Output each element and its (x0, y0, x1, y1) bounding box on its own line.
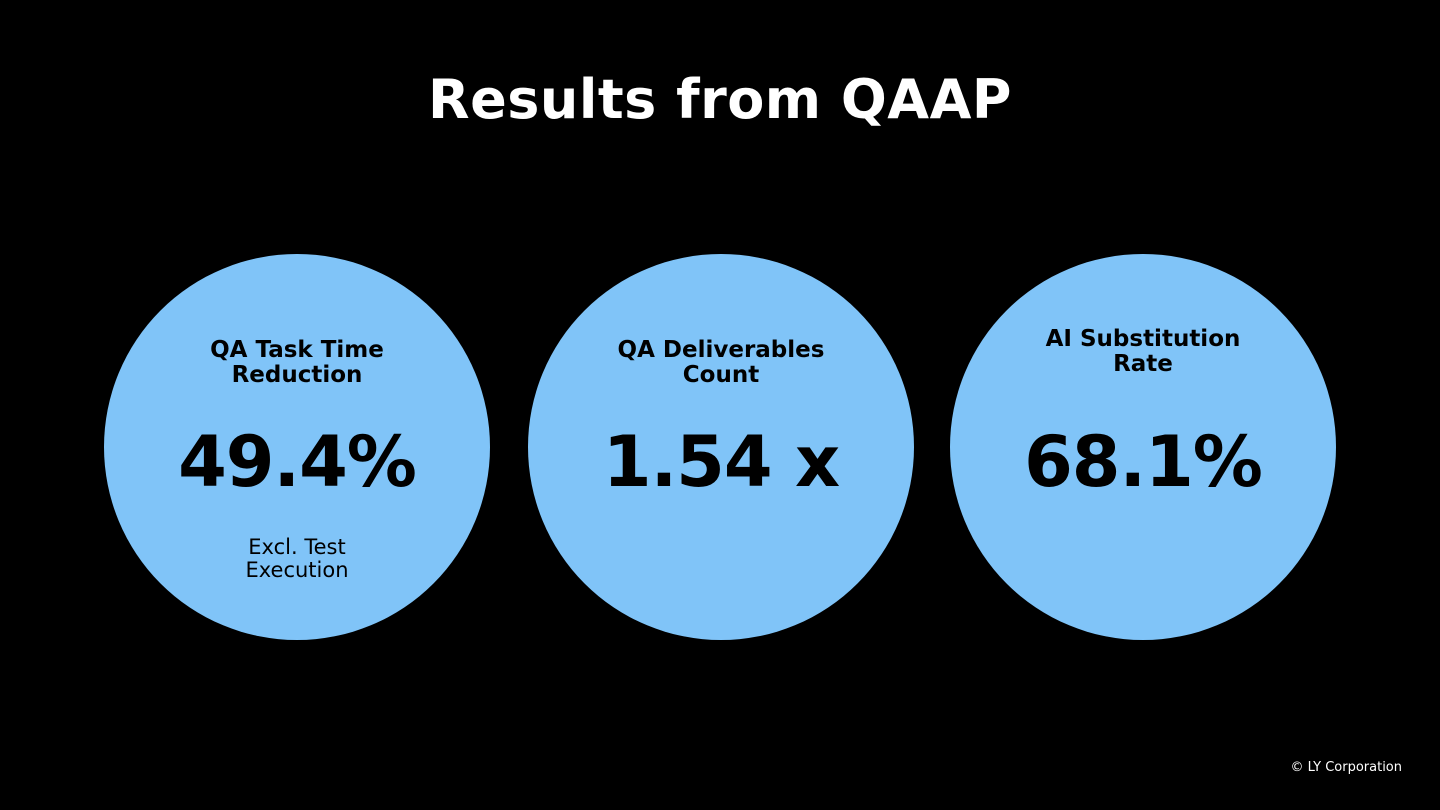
metric-label-line: QA Task Time (210, 337, 384, 363)
metric-value: 1.54 x (602, 421, 840, 503)
metric-circle: QA Task Time Reduction 49.4% Excl. Test Exec… (104, 254, 490, 640)
metric-circle: AI Substitution Rate 68.1% (950, 254, 1336, 640)
metric-note: Excl. Test Execution (104, 536, 490, 582)
metric-note-line: Execution (245, 558, 349, 582)
copyright: © LY Corporation (1290, 760, 1402, 775)
metric-label-line: Reduction (231, 362, 363, 388)
metric-value: 68.1% (1024, 421, 1263, 503)
metric-label-line: AI Substitution (1045, 326, 1241, 352)
metric-note-line: Excl. Test (248, 535, 346, 559)
metric-label-line: Count (682, 362, 760, 388)
metric-label: QA Deliverables Count (528, 338, 914, 388)
metric-value: 49.4% (178, 421, 417, 503)
slide-title: Results from QAAP (428, 68, 1012, 131)
metric-label-line: QA Deliverables (617, 337, 825, 363)
metric-circle: QA Deliverables Count 1.54 x (528, 254, 914, 640)
metric-label: AI Substitution Rate (950, 327, 1336, 377)
metric-label-line: Rate (1113, 351, 1173, 377)
metric-label: QA Task Time Reduction (104, 338, 490, 388)
